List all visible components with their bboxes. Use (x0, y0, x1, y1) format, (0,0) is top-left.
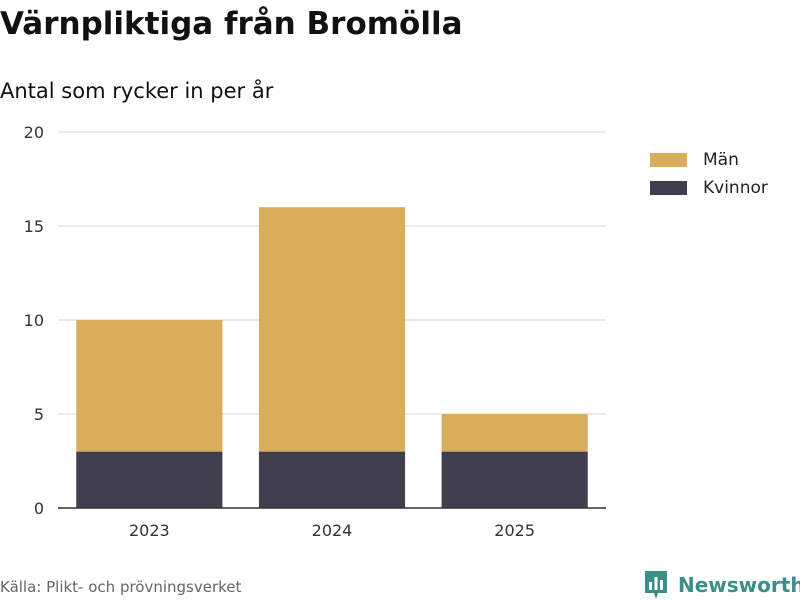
legend-swatch-man (650, 153, 687, 167)
newsworthy-logo-icon (645, 571, 667, 599)
bar-kvinnor-2023[interactable] (76, 451, 223, 508)
legend-label-kvinnor: Kvinnor (703, 178, 768, 198)
x-axis-ticks: 2023 2024 2025 (129, 521, 535, 540)
legend: Män Kvinnor (650, 146, 768, 202)
brand[interactable]: Newsworthy (644, 570, 800, 600)
x-tick-label: 2024 (312, 521, 353, 540)
y-tick-label: 5 (34, 405, 44, 424)
chart-subtitle: Antal som rycker in per år (0, 79, 274, 103)
y-tick-label: 0 (34, 499, 44, 518)
chart-title: Värnpliktiga från Bromölla (0, 6, 463, 42)
x-tick-label: 2023 (129, 521, 170, 540)
bar-kvinnor-2025[interactable] (441, 451, 588, 508)
source-note: Källa: Plikt- och prövningsverket (0, 578, 242, 596)
brand-name: Newsworthy (678, 573, 800, 597)
bar-män-2024[interactable] (258, 207, 406, 452)
y-tick-label: 10 (24, 311, 44, 330)
y-axis-ticks: 0 5 10 15 20 (24, 123, 44, 518)
y-tick-label: 20 (24, 123, 44, 142)
bars (76, 207, 588, 508)
y-tick-label: 15 (24, 217, 44, 236)
legend-item-kvinnor[interactable]: Kvinnor (650, 174, 768, 202)
bar-män-2025[interactable] (441, 414, 588, 452)
bar-män-2023[interactable] (76, 320, 223, 452)
legend-label-man: Män (703, 150, 739, 170)
legend-item-man[interactable]: Män (650, 146, 768, 174)
x-tick-label: 2025 (494, 521, 535, 540)
legend-swatch-kvinnor (650, 181, 687, 195)
bar-kvinnor-2024[interactable] (258, 451, 406, 508)
